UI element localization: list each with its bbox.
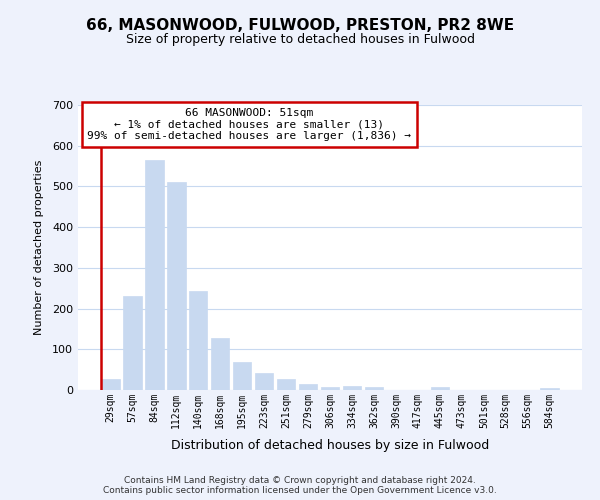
Bar [101,378,119,390]
Y-axis label: Number of detached properties: Number of detached properties [34,160,44,335]
Bar [167,182,185,390]
Bar [431,387,449,390]
Bar [277,379,295,390]
Bar [343,386,361,390]
Bar [299,384,317,390]
Bar [123,296,142,390]
Bar [365,386,383,390]
Bar [145,160,164,390]
Bar [255,373,274,390]
Text: Contains HM Land Registry data © Crown copyright and database right 2024.
Contai: Contains HM Land Registry data © Crown c… [103,476,497,495]
Text: 66 MASONWOOD: 51sqm
← 1% of detached houses are smaller (13)
99% of semi-detache: 66 MASONWOOD: 51sqm ← 1% of detached hou… [88,108,412,141]
Bar [233,362,251,390]
Bar [541,388,559,390]
Bar [211,338,229,390]
X-axis label: Distribution of detached houses by size in Fulwood: Distribution of detached houses by size … [171,439,489,452]
Bar [320,386,340,390]
Text: 66, MASONWOOD, FULWOOD, PRESTON, PR2 8WE: 66, MASONWOOD, FULWOOD, PRESTON, PR2 8WE [86,18,514,32]
Text: Size of property relative to detached houses in Fulwood: Size of property relative to detached ho… [125,32,475,46]
Bar [189,291,208,390]
